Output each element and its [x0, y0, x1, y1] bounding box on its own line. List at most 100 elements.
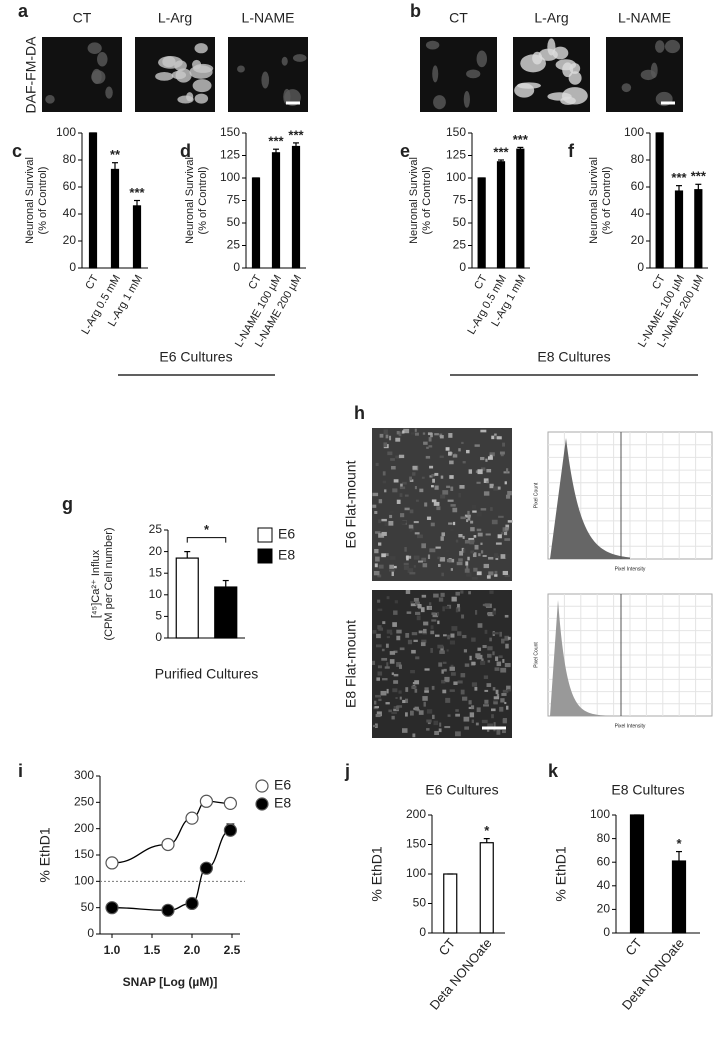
y-tick-label: 25 [453, 238, 467, 252]
texture [440, 646, 444, 652]
texture [396, 635, 401, 641]
cell-blob [463, 91, 470, 108]
texture [376, 644, 382, 648]
texture [412, 472, 416, 476]
texture [427, 432, 433, 436]
texture [393, 673, 399, 677]
significance-label: *** [493, 144, 509, 159]
texture [493, 696, 500, 700]
texture [414, 706, 419, 711]
texture [428, 437, 432, 442]
cell-blob [105, 86, 113, 99]
texture [486, 468, 492, 473]
texture [435, 546, 441, 549]
texture [406, 555, 409, 561]
texture [489, 454, 493, 458]
texture [460, 689, 465, 695]
y-tick-label: 100 [56, 125, 76, 139]
y-axis-label: (% of Control) [421, 167, 433, 235]
legend-label: E6 [274, 777, 291, 793]
texture [469, 712, 475, 718]
y-tick-label: 20 [63, 233, 77, 247]
texture [439, 435, 444, 439]
texture [389, 514, 393, 519]
texture [466, 449, 470, 454]
texture [384, 666, 390, 669]
bar [477, 177, 486, 269]
texture [414, 601, 420, 606]
texture [413, 597, 419, 602]
texture [494, 570, 498, 576]
texture [461, 441, 464, 444]
texture [470, 527, 475, 532]
texture [455, 731, 461, 737]
cell-blob [466, 69, 481, 79]
texture [415, 656, 420, 660]
y-tick-label: 50 [227, 215, 241, 229]
texture [482, 645, 487, 649]
texture [423, 621, 429, 626]
texture [430, 648, 433, 653]
texture [391, 715, 395, 720]
texture [449, 460, 454, 465]
texture [486, 729, 490, 732]
y-tick-label: 150 [406, 837, 426, 851]
significance-label: * [484, 823, 490, 838]
texture [372, 630, 377, 634]
texture [466, 565, 469, 571]
texture [507, 636, 511, 640]
texture [488, 556, 494, 560]
texture [423, 441, 428, 445]
cell-blob [45, 95, 55, 104]
texture [437, 556, 441, 560]
texture [450, 528, 454, 531]
texture [430, 522, 435, 527]
texture [375, 694, 382, 698]
y-tick-label: 25 [149, 522, 163, 536]
y-tick-label: 40 [63, 206, 77, 220]
texture [476, 481, 481, 484]
texture [487, 612, 494, 617]
texture [427, 554, 431, 559]
texture [455, 539, 459, 543]
y-axis-label: (% of Control) [37, 167, 49, 235]
texture [496, 436, 502, 440]
texture [468, 591, 471, 595]
texture [381, 531, 387, 536]
texture [455, 591, 460, 596]
x-tick-label: 1.0 [104, 943, 121, 957]
texture [414, 428, 417, 432]
texture [472, 510, 477, 513]
cell-blob [517, 82, 541, 89]
texture [426, 728, 430, 731]
texture [460, 673, 466, 678]
texture [498, 655, 503, 658]
texture [389, 511, 394, 514]
texture [494, 433, 497, 436]
texture [414, 485, 417, 490]
x-tick-label: 2.5 [224, 943, 241, 957]
texture [410, 669, 415, 674]
texture [496, 661, 502, 667]
texture [395, 437, 401, 442]
panel-label: b [410, 1, 421, 21]
texture [493, 701, 498, 705]
texture [384, 521, 389, 527]
column-label: L-Arg [158, 10, 192, 26]
texture [431, 612, 436, 615]
y-tick-label: 80 [63, 152, 77, 166]
texture [487, 660, 491, 663]
texture [474, 544, 479, 550]
texture [440, 475, 444, 479]
y-tick-label: 75 [227, 193, 241, 207]
texture [396, 629, 402, 634]
texture [438, 563, 441, 567]
texture [431, 485, 434, 488]
texture [432, 714, 435, 719]
texture [392, 565, 397, 569]
texture [444, 676, 450, 682]
texture [504, 481, 507, 485]
y-tick-label: 20 [149, 544, 163, 558]
y-tick-label: 40 [597, 878, 611, 892]
texture [380, 690, 387, 696]
